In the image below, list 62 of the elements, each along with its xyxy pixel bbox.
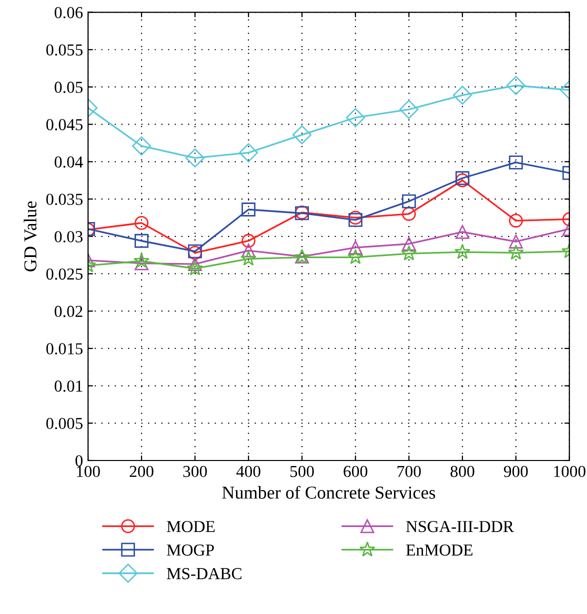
point — [242, 202, 256, 216]
legend-label: MOGP — [166, 544, 214, 556]
point — [508, 155, 523, 170]
y-tick-label: 0.025 — [46, 268, 83, 280]
x-tick-label: 300 — [183, 466, 207, 478]
x-tick-label: 500 — [290, 466, 314, 478]
x-axis-title: Number of Concrete Services — [222, 486, 436, 499]
point — [187, 260, 203, 276]
point — [134, 252, 150, 268]
point — [348, 248, 364, 264]
point — [508, 234, 523, 249]
point — [399, 100, 418, 119]
x-tick-label: 200 — [130, 466, 154, 478]
y-tick-label: 0.05 — [54, 82, 83, 94]
point — [348, 240, 362, 255]
point — [506, 76, 526, 96]
point — [402, 194, 416, 208]
y-axis-title: GD Value — [24, 201, 37, 272]
legend-label: NSGA-III-DDR — [406, 520, 514, 532]
x-tick-label: 900 — [504, 466, 528, 478]
y-tick-label: 0.055 — [46, 44, 83, 56]
x-tick-label: 800 — [450, 466, 474, 478]
x-tick-label: 700 — [398, 466, 421, 478]
point — [402, 236, 416, 251]
legend-label: MS-DABC — [166, 568, 242, 580]
point — [455, 224, 470, 239]
point — [400, 245, 417, 260]
y-tick-label: 0.01 — [54, 380, 82, 392]
point — [132, 136, 152, 156]
point — [134, 234, 148, 248]
y-tick-label: 0 — [75, 455, 83, 466]
y-tick-label: 0.005 — [46, 418, 83, 430]
point — [185, 148, 205, 168]
point — [134, 256, 148, 270]
point — [238, 143, 258, 162]
point — [188, 257, 202, 271]
y-tick-label: 0.045 — [46, 119, 83, 130]
point — [346, 108, 365, 128]
point — [508, 214, 523, 228]
x-tick-label: 600 — [344, 466, 368, 478]
point — [292, 125, 312, 144]
y-tick-label: 0.03 — [54, 231, 83, 242]
point — [454, 244, 470, 259]
point — [402, 207, 416, 221]
point — [508, 244, 524, 260]
y-tick-label: 0.06 — [54, 6, 83, 18]
y-tick-label: 0.04 — [54, 156, 83, 168]
point — [242, 234, 256, 248]
point — [452, 86, 472, 105]
x-tick-label: 100 — [77, 466, 100, 478]
point — [134, 216, 148, 230]
x-tick-label: 1000 — [554, 466, 586, 478]
x-tick-label: 400 — [236, 466, 260, 478]
y-tick-label: 0.02 — [54, 306, 82, 318]
point — [348, 210, 362, 225]
y-tick-label: 0.015 — [46, 343, 83, 354]
point — [348, 213, 362, 227]
point — [240, 250, 256, 266]
y-tick-label: 0.035 — [46, 194, 83, 206]
legend-label: MODE — [166, 520, 215, 532]
legend-label: EnMODE — [406, 544, 472, 556]
point — [242, 244, 256, 258]
